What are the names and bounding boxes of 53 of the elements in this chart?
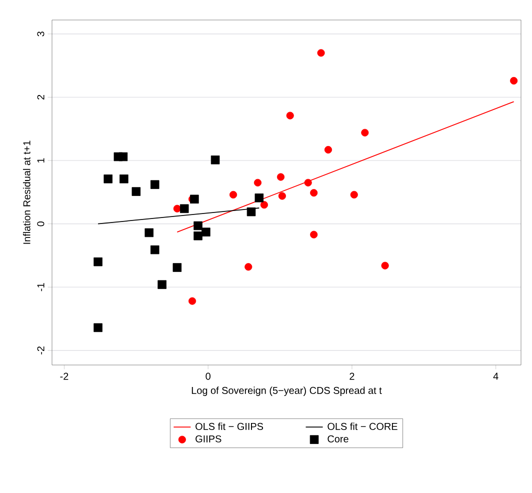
point [278,192,286,200]
point [286,112,294,120]
point [132,187,141,196]
point [324,146,332,154]
point [381,262,389,270]
legend-label: Core [328,435,348,442]
x-axis-title: Log of Sovereign (5−year) CDS Spread at t [192,386,382,396]
point [260,201,268,209]
point [120,174,128,184]
point [310,230,318,238]
point [310,189,318,197]
y-axis-title: Inflation Residual at t+1 [23,140,30,244]
point [246,207,256,216]
x-tick-label: 0 [206,372,210,380]
x-tick-label: 2 [350,372,354,380]
point [172,263,182,272]
point [190,194,199,204]
x-tick-label: 4 [493,372,498,380]
point [180,204,189,214]
point [254,193,264,202]
point [118,152,128,162]
point [317,49,325,57]
point [202,228,210,236]
point [276,173,285,181]
point [104,174,112,184]
point [150,245,160,254]
point [229,190,238,198]
point [144,228,154,238]
point [94,257,102,266]
point [350,190,358,198]
y-tick-label: 3 [37,32,44,36]
point [304,178,312,186]
point [188,297,196,305]
y-tick-label: 2 [37,94,44,100]
y-tick-label: -1 [37,283,44,292]
point [244,263,252,271]
y-tick-label: 0 [37,221,44,226]
point [254,178,262,186]
x-tick-label: -2 [60,372,68,380]
point [194,221,202,230]
y-tick-label: 1 [37,158,44,163]
legend-label: OLS fit − CORE [328,422,398,430]
point [510,76,518,85]
point [361,128,369,136]
legend-label: OLS fit − GIIPS [196,422,264,430]
legend-label: GIIPS [196,435,222,442]
point [173,204,181,212]
point [150,180,160,189]
point [158,280,166,289]
y-tick-label: -2 [37,346,44,354]
point [194,231,202,240]
point [210,156,220,164]
point [94,323,102,332]
